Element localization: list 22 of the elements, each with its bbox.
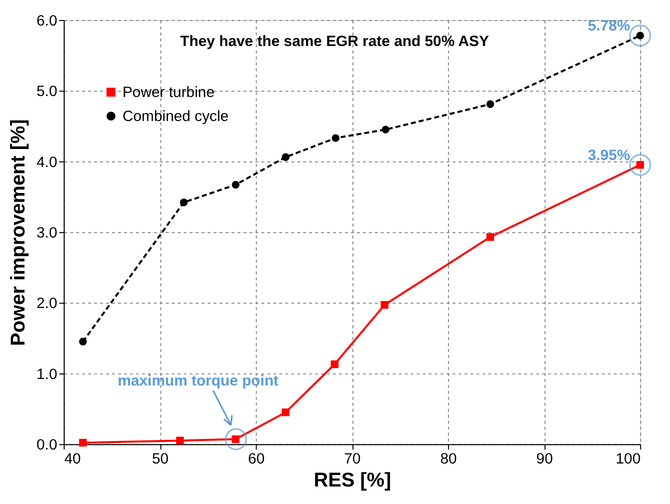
y-tick-label: 1.0 xyxy=(36,366,58,383)
data-label: 5.78% xyxy=(588,18,630,35)
y-tick-label: 6.0 xyxy=(36,12,58,30)
y-tick-label: 0.0 xyxy=(36,436,58,454)
y-tick-label: 3.0 xyxy=(36,224,58,242)
x-axis-title: RES [%] xyxy=(314,469,392,492)
legend-label: Combined cycle xyxy=(122,108,229,126)
x-tick-label: 50 xyxy=(152,450,169,468)
y-tick-label: 4.0 xyxy=(36,154,58,171)
y-axis-title: Power improvement [%] xyxy=(8,119,30,346)
legend-label: Power turbine xyxy=(122,84,215,102)
x-tick-label: 90 xyxy=(536,450,553,468)
x-tick-label: 80 xyxy=(440,450,457,468)
x-tick-label: 70 xyxy=(344,450,361,468)
y-tick-label: 2.0 xyxy=(36,295,58,312)
text: They have the same EGR rate and 50% ASY xyxy=(180,32,489,50)
annotation: maximum torque point xyxy=(118,372,279,390)
x-tick-label: 60 xyxy=(248,450,265,468)
x-tick-label: 40 xyxy=(64,450,81,468)
x-tick-label: 100 xyxy=(616,450,641,468)
data-label: 3.95% xyxy=(588,146,630,164)
y-tick-label: 5.0 xyxy=(36,83,58,100)
